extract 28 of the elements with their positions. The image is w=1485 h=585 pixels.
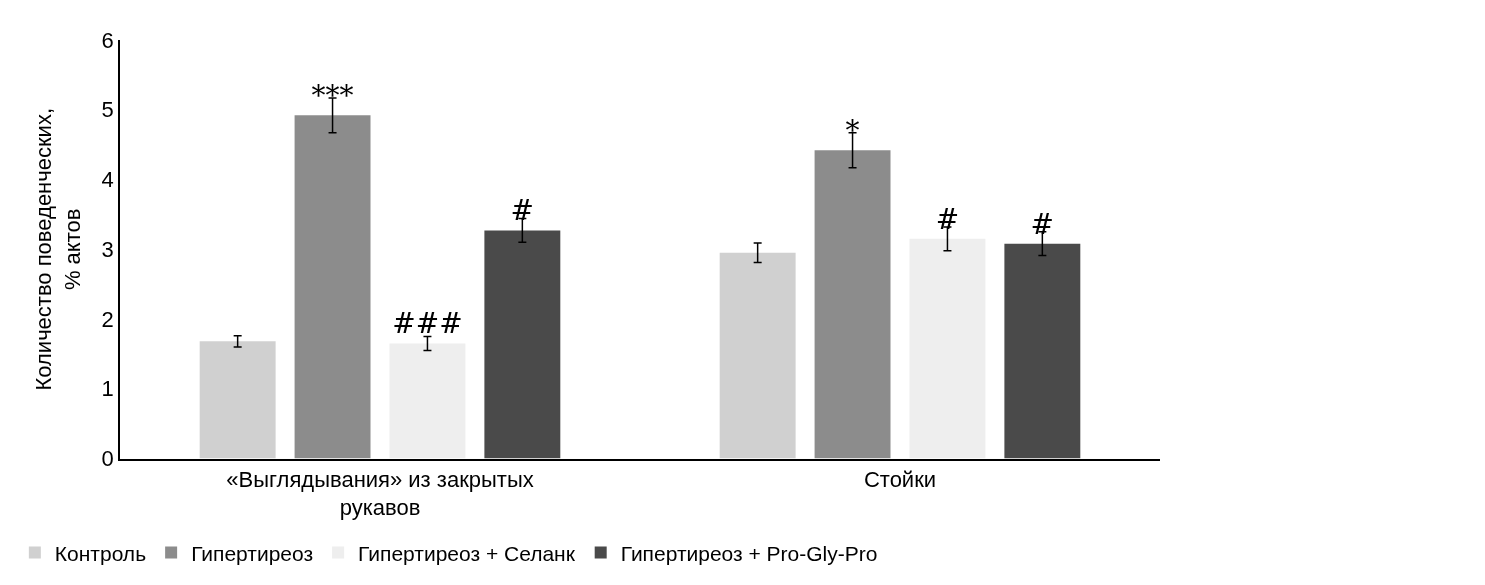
data-label: # (935, 202, 960, 236)
bar (199, 341, 276, 459)
bar (719, 252, 796, 459)
bar (294, 115, 371, 459)
y-tick-label: 3 (101, 236, 114, 262)
y-tick-label: 1 (101, 376, 114, 402)
y-axis-title: Количество поведенческих, % актов (31, 108, 85, 391)
data-label: # (510, 194, 535, 228)
data-label: * (845, 114, 860, 148)
y-tick-label: 5 (101, 97, 114, 123)
x-tick-label: «Выглядывания» из закрытых рукавов (226, 466, 534, 521)
y-tick-label: 2 (101, 306, 114, 332)
data-label: # (1030, 207, 1055, 241)
x-tick-label: Стойки (863, 466, 937, 492)
bar (484, 230, 561, 459)
bar (389, 343, 466, 459)
y-tick-label: 4 (101, 167, 114, 193)
legend-label: Контроль (54, 541, 147, 565)
legend-label: Гипертиреоз + Селанк (358, 541, 576, 565)
y-tick-label: 0 (101, 446, 114, 472)
y-tick-label: 6 (101, 27, 114, 53)
bar (1004, 243, 1081, 459)
legend-label: Гипертиреоз (191, 541, 314, 565)
data-label: ### (392, 307, 463, 341)
legend-label: Гипертиреоз + Pro-Gly-Pro (620, 541, 878, 565)
bar (909, 238, 986, 459)
bar (814, 150, 891, 459)
data-label: *** (311, 79, 354, 113)
